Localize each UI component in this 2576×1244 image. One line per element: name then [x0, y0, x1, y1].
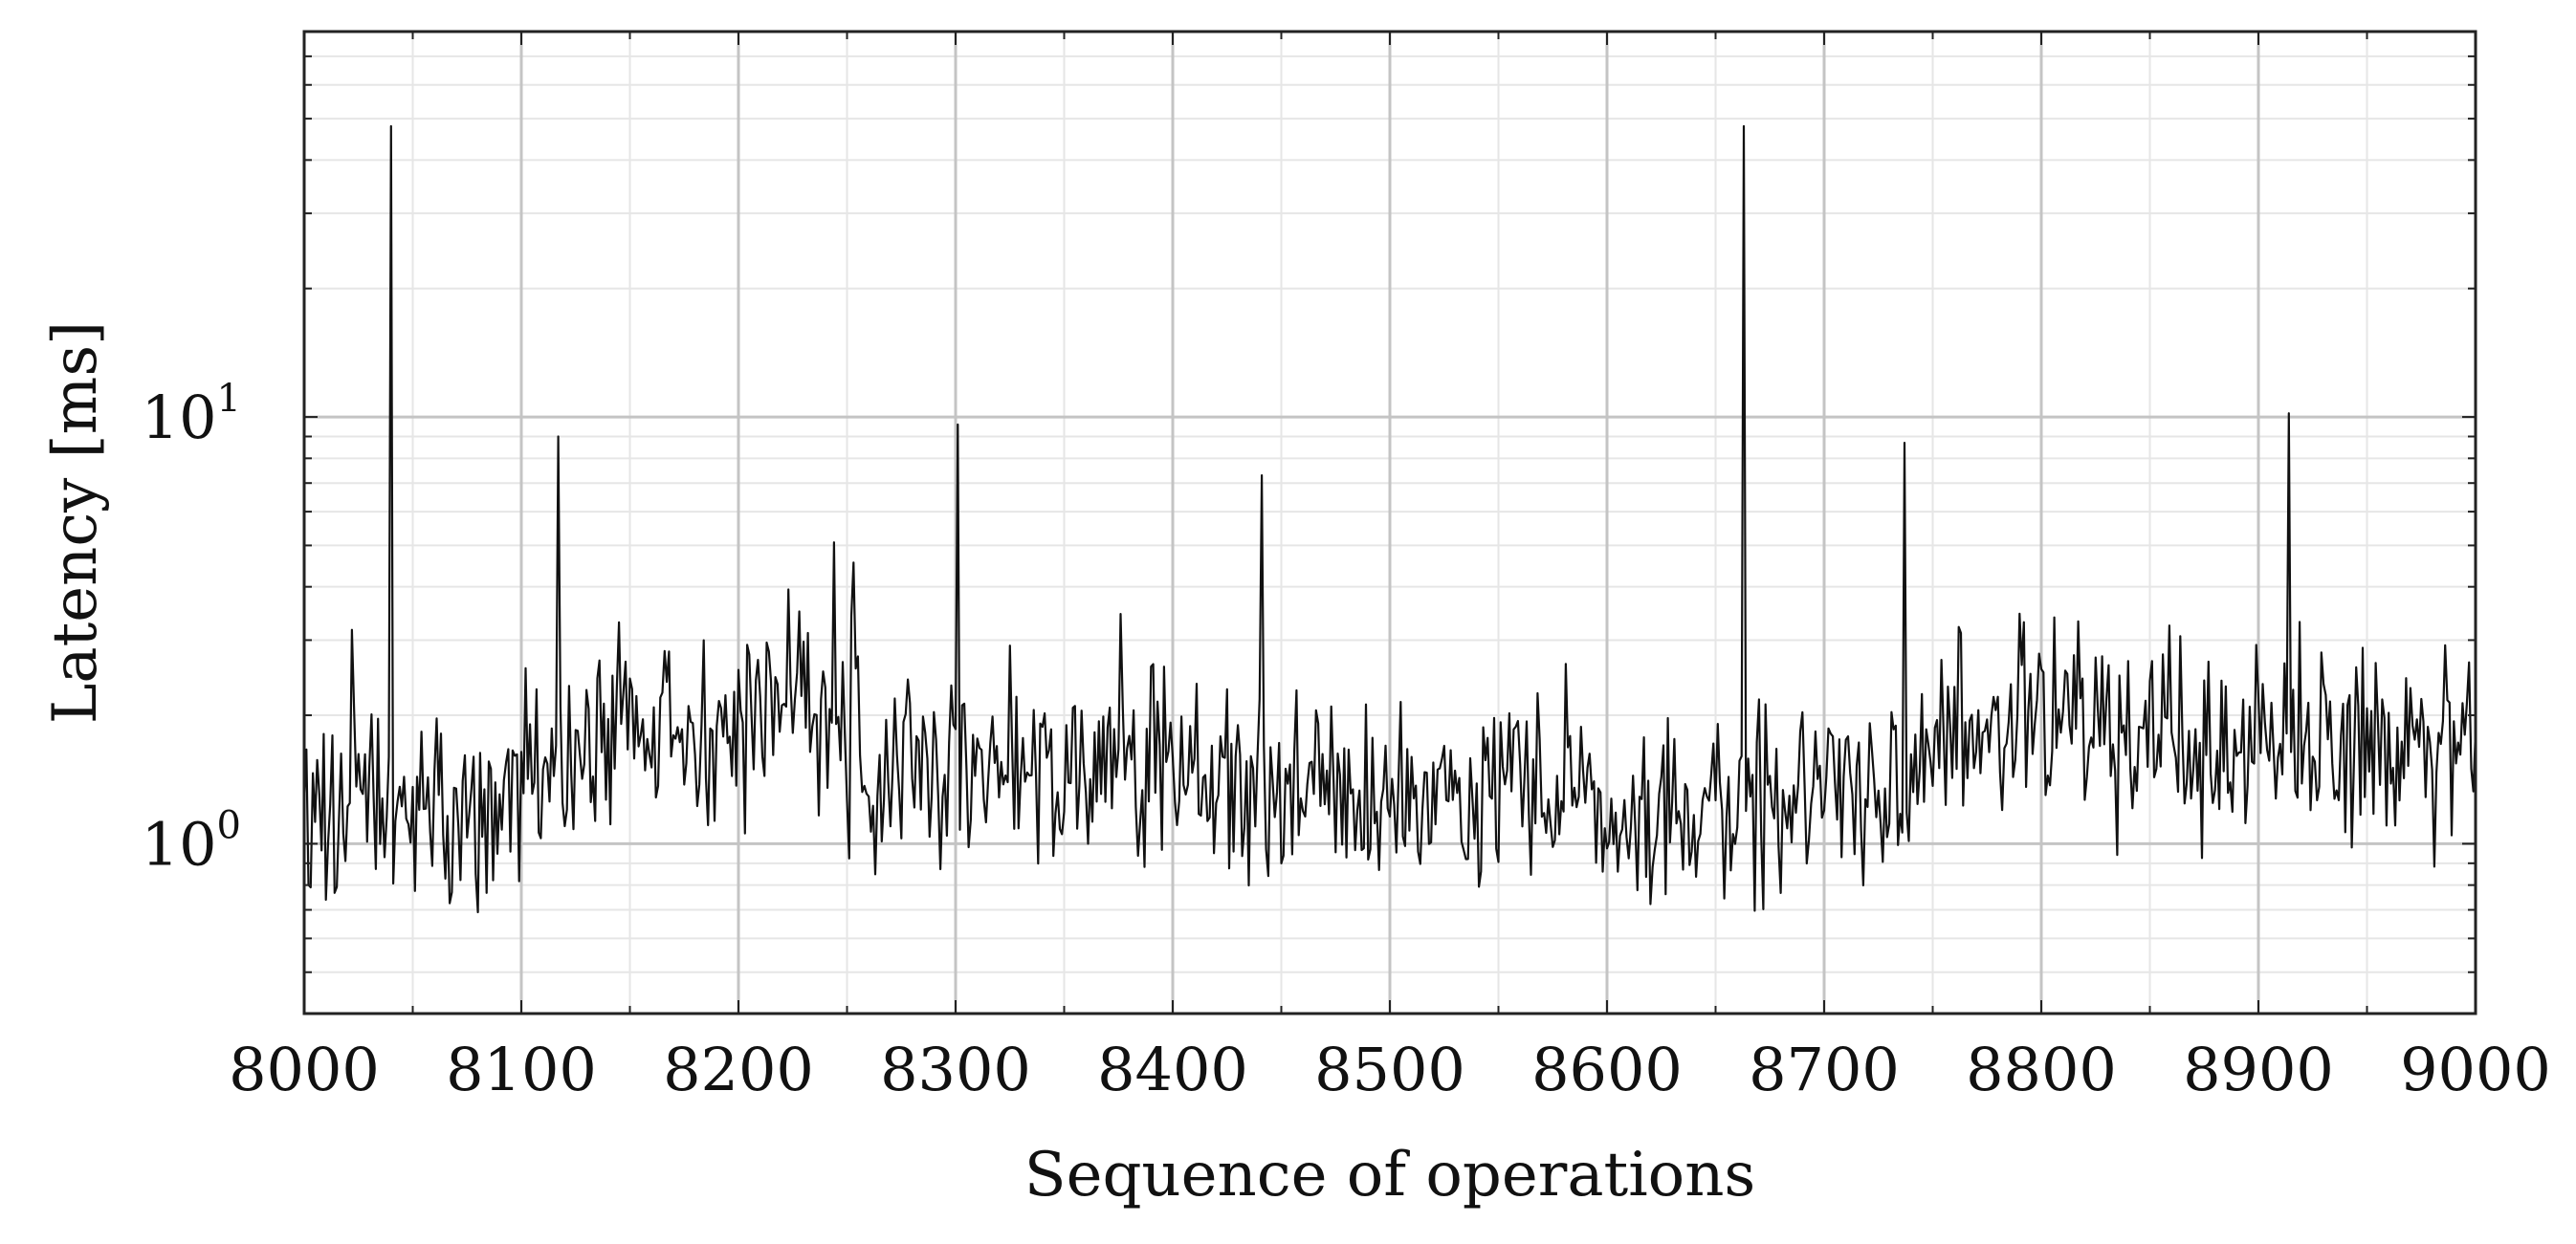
x-tick-label: 8100	[446, 1035, 597, 1104]
x-tick-label: 9000	[2400, 1035, 2551, 1104]
x-tick-labels: 8000 8100 8200 8300 8400 8500 8600 8700 8800 8900…	[229, 1035, 2551, 1104]
x-tick-label: 8200	[663, 1035, 814, 1104]
y-axis-label: Latency [ms]	[40, 321, 111, 724]
x-tick-label: 8800	[1966, 1035, 2117, 1104]
x-axis-label: Sequence of operations	[1024, 1140, 1756, 1211]
y-tick-labels: 100 101	[142, 377, 241, 879]
x-tick-label: 8900	[2183, 1035, 2334, 1104]
x-tick-label: 8000	[229, 1035, 380, 1104]
y-tick-label: 100	[142, 803, 241, 879]
y-tick-label: 101	[142, 377, 241, 452]
series-group	[302, 124, 2477, 914]
x-tick-label: 8500	[1314, 1035, 1465, 1104]
x-tick-label: 8700	[1749, 1035, 1900, 1104]
major-grid	[304, 32, 2476, 1014]
x-tick-label: 8300	[880, 1035, 1031, 1104]
x-tick-label: 8400	[1097, 1035, 1248, 1104]
x-tick-label: 8600	[1531, 1035, 1683, 1104]
tick-marks	[303, 31, 2477, 1015]
latency-series-line	[302, 124, 2477, 914]
